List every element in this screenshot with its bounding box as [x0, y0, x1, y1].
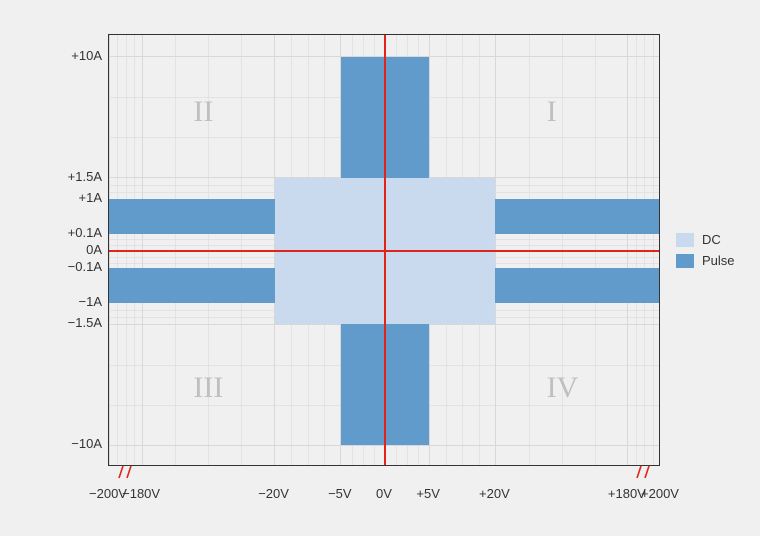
legend-item: Pulse	[676, 253, 735, 268]
legend: DC Pulse	[676, 232, 735, 274]
pulse-region	[495, 199, 660, 234]
axis-break-icon	[634, 464, 652, 485]
legend-label: DC	[702, 232, 721, 247]
quadrant-chart: IIIIIIIV	[108, 34, 660, 466]
pulse-region	[109, 199, 275, 234]
y-axis-zero	[384, 35, 386, 465]
y-tick-label: 0A	[54, 242, 102, 257]
x-tick-label: −20V	[244, 486, 304, 501]
y-tick-label: +1A	[54, 190, 102, 205]
axis-break-icon	[116, 464, 134, 485]
y-tick-label: −1.5A	[54, 315, 102, 330]
pulse-region	[109, 268, 275, 303]
pulse-region	[495, 268, 660, 303]
legend-item: DC	[676, 232, 735, 247]
y-tick-label: +10A	[54, 48, 102, 63]
y-tick-label: −0.1A	[54, 259, 102, 274]
quadrant-label: I	[547, 95, 557, 129]
quadrant-label: II	[193, 95, 213, 129]
x-tick-label: +20V	[464, 486, 524, 501]
x-tick-label: +200V	[630, 486, 690, 501]
y-tick-label: +0.1A	[54, 225, 102, 240]
y-tick-label: −10A	[54, 436, 102, 451]
x-tick-label: −180V	[111, 486, 171, 501]
y-tick-label: +1.5A	[54, 169, 102, 184]
legend-label: Pulse	[702, 253, 735, 268]
legend-swatch	[676, 254, 694, 268]
quadrant-label: IV	[547, 371, 579, 405]
x-tick-label: +5V	[398, 486, 458, 501]
quadrant-label: III	[193, 371, 223, 405]
y-tick-label: −1A	[54, 294, 102, 309]
legend-swatch	[676, 233, 694, 247]
